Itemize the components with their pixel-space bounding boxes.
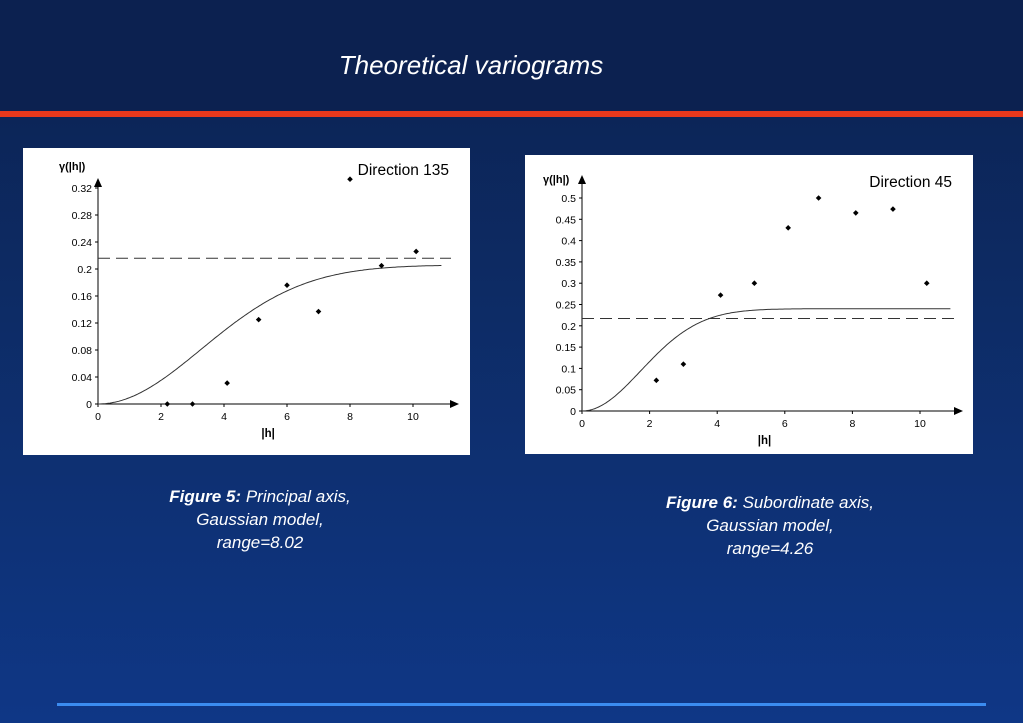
- x-tick-label: 0: [95, 411, 101, 423]
- y-tick-label: 0: [570, 406, 576, 418]
- slide-title: Theoretical variograms: [338, 50, 604, 80]
- y-tick-label: 0.45: [556, 214, 577, 226]
- model-curve: [581, 308, 951, 412]
- y-axis-label: γ(|h|): [543, 174, 570, 186]
- x-tick-label: 2: [158, 411, 164, 423]
- chart-panel-direction-135: 0 0.04 0.08 0.12 0.16 0.2 0.24 0.28 0.32 0 2 4 6 8 10 γ…: [23, 148, 470, 455]
- x-tick-label: 4: [221, 411, 227, 423]
- data-point: [890, 206, 896, 212]
- data-point: [852, 210, 859, 216]
- data-point: [347, 176, 353, 183]
- x-axis-label: |h|: [261, 428, 274, 440]
- x-axis-label: |h|: [758, 435, 771, 447]
- x-tick-label: 8: [347, 411, 353, 423]
- figure-5-caption: Figure 5: Principal axis, Gaussian model…: [115, 485, 405, 554]
- x-tick-label: 6: [782, 418, 788, 430]
- x-tick-label: 8: [849, 418, 855, 430]
- figure-5-line1: Principal axis,: [245, 487, 351, 506]
- x-tick-label: 10: [914, 418, 926, 430]
- figure-5-line3: range=8.02: [216, 533, 304, 552]
- accent-bar: [0, 111, 1023, 117]
- chart-title: Direction 45: [869, 174, 952, 191]
- y-tick-label: 0.28: [72, 210, 93, 222]
- y-tick-label: 0.35: [556, 257, 577, 269]
- y-axis-arrow: [578, 175, 586, 184]
- model-curve: [98, 265, 442, 405]
- data-point: [378, 262, 385, 269]
- data-point: [284, 282, 290, 288]
- y-tick-label: 0.04: [72, 372, 93, 384]
- x-axis-arrow: [450, 400, 459, 408]
- data-point: [751, 280, 758, 286]
- y-axis-arrow: [94, 178, 102, 187]
- figure-5-label: Figure 5:: [169, 487, 242, 506]
- variogram-chart-135: 0 0.04 0.08 0.12 0.16 0.2 0.24 0.28 0.32 0 2 4 6 8 10 γ…: [59, 161, 459, 440]
- y-tick-label: 0.05: [556, 385, 577, 397]
- figure-5-line2: Gaussian model,: [196, 510, 324, 529]
- figure-6-line3: range=4.26: [726, 539, 814, 558]
- x-tick-label: 0: [579, 418, 585, 430]
- data-point: [785, 225, 791, 231]
- data-point: [413, 248, 419, 255]
- data-point: [717, 292, 724, 298]
- data-point: [923, 280, 930, 286]
- y-axis-label: γ(|h|): [59, 161, 86, 173]
- y-tick-label: 0.5: [561, 193, 576, 205]
- y-tick-label: 0.25: [556, 300, 577, 312]
- chart-title: Direction 135: [358, 162, 449, 179]
- x-tick-label: 6: [284, 411, 290, 423]
- y-tick-label: 0.16: [72, 291, 93, 303]
- figure-6-line1: Subordinate axis,: [742, 493, 874, 512]
- y-tick-label: 0.15: [556, 342, 577, 354]
- figure-6-label: Figure 6:: [666, 493, 738, 512]
- figure-6-line2: Gaussian model,: [706, 516, 834, 535]
- data-point: [653, 377, 660, 384]
- data-point: [255, 316, 262, 323]
- x-tick-label: 2: [647, 418, 653, 430]
- y-tick-label: 0.08: [72, 345, 93, 357]
- y-tick-label: 0.4: [561, 236, 576, 248]
- y-tick-label: 0.24: [72, 237, 93, 249]
- data-point: [189, 401, 196, 407]
- y-tick-label: 0.2: [561, 321, 576, 333]
- header-band: [0, 0, 1023, 111]
- y-tick-label: 0.12: [72, 318, 93, 330]
- data-point: [815, 195, 822, 201]
- variogram-chart-45: 0 0.05 0.1 0.15 0.2 0.25 0.3 0.35 0.4 0.45 0.5 0 2 4 6…: [543, 174, 963, 447]
- data-point: [315, 308, 322, 315]
- y-tick-label: 0.2: [77, 264, 92, 276]
- data-point: [680, 361, 687, 367]
- x-tick-label: 4: [714, 418, 720, 430]
- y-tick-label: 0.3: [561, 278, 576, 290]
- y-tick-label: 0: [86, 399, 92, 411]
- y-tick-label: 0.1: [561, 363, 576, 375]
- chart-panel-direction-45: 0 0.05 0.1 0.15 0.2 0.25 0.3 0.35 0.4 0.45 0.5 0 2 4 6…: [525, 155, 973, 454]
- data-point: [164, 401, 171, 407]
- data-point: [224, 380, 230, 386]
- figure-6-caption: Figure 6: Subordinate axis, Gaussian mod…: [620, 491, 920, 560]
- bottom-rule: [57, 703, 986, 706]
- x-tick-label: 10: [407, 411, 419, 423]
- x-axis-arrow: [954, 407, 963, 415]
- y-tick-label: 0.32: [72, 183, 93, 195]
